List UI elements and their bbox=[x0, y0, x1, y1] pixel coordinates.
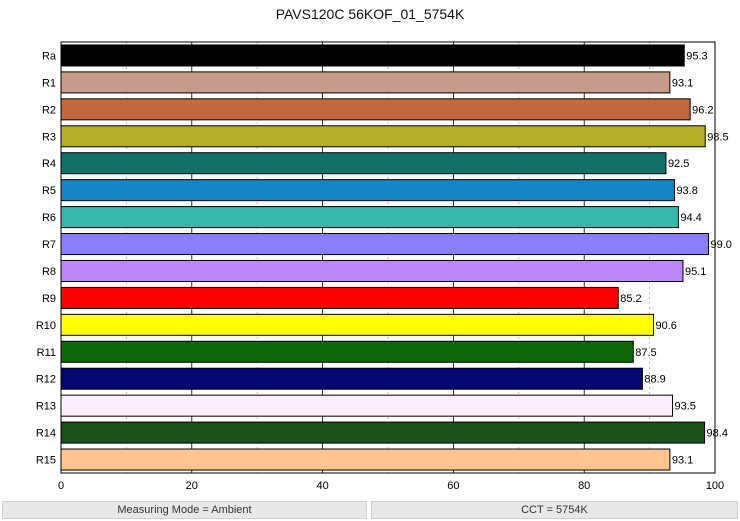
value-label-r9: 85.2 bbox=[620, 293, 641, 305]
value-label-r15: 93.1 bbox=[672, 455, 693, 467]
bar-r3 bbox=[60, 125, 706, 148]
category-label-r4: R4 bbox=[42, 158, 56, 170]
value-label-r11: 87.5 bbox=[635, 347, 656, 359]
category-label-r3: R3 bbox=[42, 131, 56, 143]
category-label-r12: R12 bbox=[36, 374, 56, 386]
category-label-r9: R9 bbox=[42, 293, 56, 305]
bar-r4 bbox=[60, 152, 667, 175]
bar-r15 bbox=[60, 448, 671, 471]
status-cct: CCT = 5754K bbox=[371, 501, 738, 519]
value-label-r6: 94.4 bbox=[680, 212, 701, 224]
value-label-r4: 92.5 bbox=[668, 158, 689, 170]
category-label-r10: R10 bbox=[36, 320, 56, 332]
category-label-r2: R2 bbox=[42, 104, 56, 116]
value-label-r14: 98.4 bbox=[707, 428, 728, 440]
bar-r9 bbox=[60, 286, 619, 309]
bar-r12 bbox=[60, 367, 643, 390]
x-tick-label: 40 bbox=[316, 480, 328, 492]
bar-r13 bbox=[60, 394, 673, 417]
category-label-r5: R5 bbox=[42, 185, 56, 197]
value-label-r10: 90.6 bbox=[656, 320, 677, 332]
x-tick-label: 60 bbox=[447, 480, 459, 492]
category-label-r8: R8 bbox=[42, 266, 56, 278]
bar-r2 bbox=[60, 98, 691, 121]
bar-chart: 95.3 93.1 96.2 98.5 92.5 93.8 94.4 99.0 95.1 85.2… bbox=[36, 41, 732, 492]
value-label-r8: 95.1 bbox=[685, 266, 706, 278]
plot-frame bbox=[60, 41, 716, 474]
category-label-r14: R14 bbox=[36, 428, 56, 440]
x-tick-label: 20 bbox=[186, 480, 198, 492]
chart-title: PAVS120C 56KOF_01_5754K bbox=[275, 6, 465, 22]
x-tick-label: 100 bbox=[706, 480, 724, 492]
value-label-r13: 93.5 bbox=[674, 401, 695, 413]
category-label-ra: Ra bbox=[42, 50, 57, 62]
x-tick-label: 80 bbox=[578, 480, 590, 492]
bar-r7 bbox=[60, 233, 709, 256]
category-label-r6: R6 bbox=[42, 212, 56, 224]
x-axis-ticks: 0 20 40 60 80 100 bbox=[58, 480, 724, 492]
category-label-r7: R7 bbox=[42, 239, 56, 251]
bar-r10 bbox=[60, 313, 655, 336]
value-label-r7: 99.0 bbox=[710, 239, 731, 251]
value-label-r1: 93.1 bbox=[672, 77, 693, 89]
bar-ra bbox=[60, 44, 685, 67]
value-label-r5: 93.8 bbox=[676, 185, 697, 197]
category-label-r11: R11 bbox=[37, 347, 56, 359]
bar-r8 bbox=[60, 259, 684, 282]
value-label-r3: 98.5 bbox=[707, 131, 728, 143]
category-label-r1: R1 bbox=[42, 77, 56, 89]
status-measuring-mode: Measuring Mode = Ambient bbox=[2, 501, 367, 519]
value-label-r2: 96.2 bbox=[692, 104, 713, 116]
bar-r11 bbox=[60, 340, 634, 363]
category-label-r15: R15 bbox=[36, 455, 56, 467]
bar-r6 bbox=[60, 206, 679, 229]
value-label-r12: 88.9 bbox=[644, 374, 665, 386]
value-labels: 95.3 93.1 96.2 98.5 92.5 93.8 94.4 99.0 95.1 85.2… bbox=[620, 50, 732, 466]
value-label-ra: 95.3 bbox=[686, 50, 707, 62]
x-tick-label: 0 bbox=[58, 480, 64, 492]
category-labels: Ra R1 R2 R3 R4 R5 R6 R7 R8 R9 R10 R11 R12 R13 R14 R15 bbox=[36, 50, 57, 466]
bar-r14 bbox=[60, 421, 706, 444]
bar-r1 bbox=[60, 71, 671, 94]
bars bbox=[60, 44, 709, 471]
bar-r5 bbox=[60, 179, 675, 202]
category-label-r13: R13 bbox=[36, 401, 56, 413]
